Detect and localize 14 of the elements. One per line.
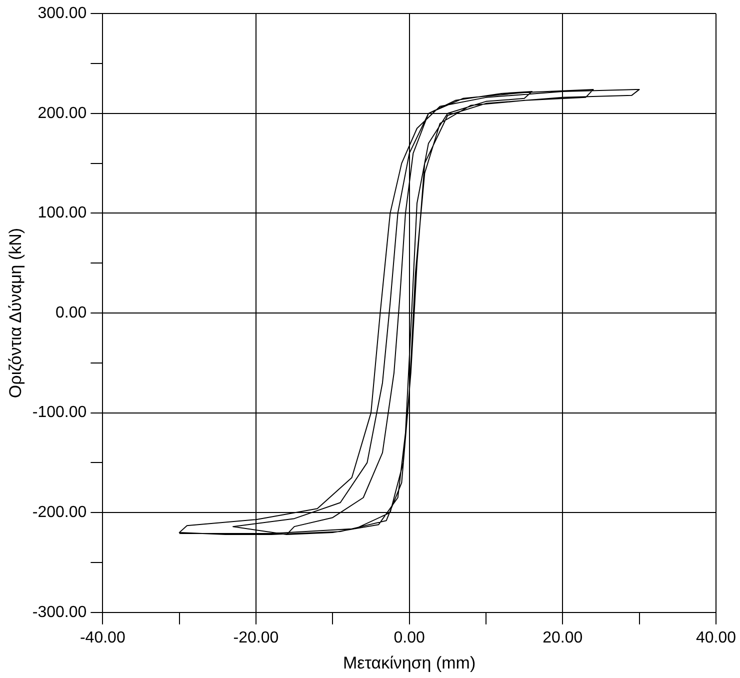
x-tick-label: -20.00 xyxy=(233,629,279,646)
x-tick-label: 20.00 xyxy=(542,629,583,646)
y-tick-label: -100.00 xyxy=(32,404,87,422)
x-tick-label: 40.00 xyxy=(696,629,736,646)
y-axis-title: Οριζόντια Δύναμη (kN) xyxy=(6,228,25,398)
y-tick-label: -300.00 xyxy=(32,604,87,621)
y-tick-label: 200.00 xyxy=(38,104,87,122)
x-tick-label: -40.00 xyxy=(80,629,126,646)
y-tick-label: 300.00 xyxy=(38,5,87,22)
y-tick-label: 100.00 xyxy=(38,204,87,222)
x-axis-title: Μετακίνηση (mm) xyxy=(343,653,476,672)
y-tick-label: -200.00 xyxy=(32,504,87,522)
x-tick-label: 0.00 xyxy=(394,629,425,646)
y-tick-label: 0.00 xyxy=(56,304,87,322)
